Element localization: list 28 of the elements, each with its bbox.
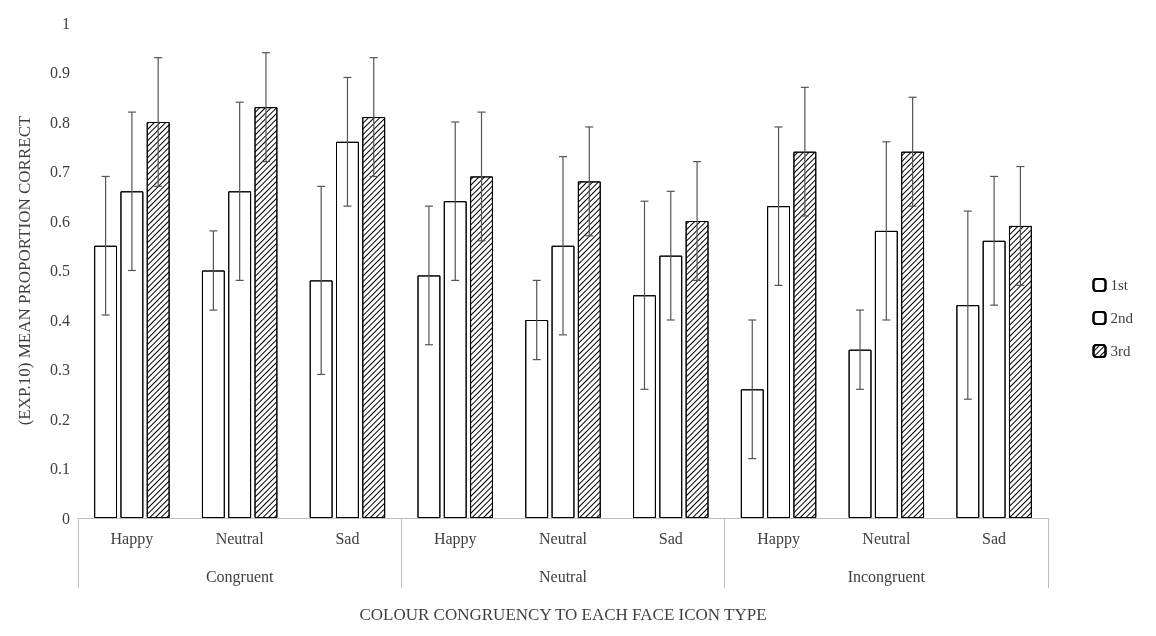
x-tick-label: Happy bbox=[433, 529, 477, 548]
y-tick-label: 0.4 bbox=[50, 311, 70, 329]
y-tick-label: 1 bbox=[62, 14, 70, 32]
y-tick-label: 0.5 bbox=[50, 262, 70, 279]
y-tick-label: 0.2 bbox=[50, 410, 70, 428]
x-tick-label: Neutral bbox=[215, 529, 265, 547]
legend-label: 2nd bbox=[1110, 310, 1134, 326]
y-tick-label: 0 bbox=[62, 509, 70, 527]
x-axis-title: COLOUR CONGRUENCY TO EACH FACE ICON TYPE bbox=[359, 605, 767, 624]
legend-label: 3rd bbox=[1110, 343, 1131, 359]
y-tick-label: 0.9 bbox=[50, 64, 70, 81]
x-tick-label: Sad bbox=[335, 529, 360, 547]
y-axis-title: (EXP.10) MEAN PROPORTION CORRECT bbox=[15, 115, 34, 426]
x-tick-label: Neutral bbox=[539, 529, 588, 547]
x-tick-label: Neutral bbox=[862, 529, 911, 547]
text: Neutral bbox=[539, 567, 588, 585]
x-tick-label: Sad bbox=[982, 529, 1007, 547]
text: Congruent bbox=[205, 567, 274, 586]
x-tick-label: Happy bbox=[757, 529, 800, 548]
y-tick-label: 0.8 bbox=[50, 113, 70, 131]
y-tick-label: 0.7 bbox=[50, 163, 70, 180]
text: Incongruent bbox=[847, 567, 926, 586]
y-tick-label: 0.6 bbox=[50, 212, 70, 230]
y-tick-label: 0.3 bbox=[50, 361, 70, 378]
legend-label: 1st bbox=[1110, 277, 1129, 293]
y-tick-label: 0.1 bbox=[50, 460, 70, 477]
x-tick-label: Happy bbox=[110, 529, 154, 548]
x-tick-label: Sad bbox=[658, 529, 683, 547]
